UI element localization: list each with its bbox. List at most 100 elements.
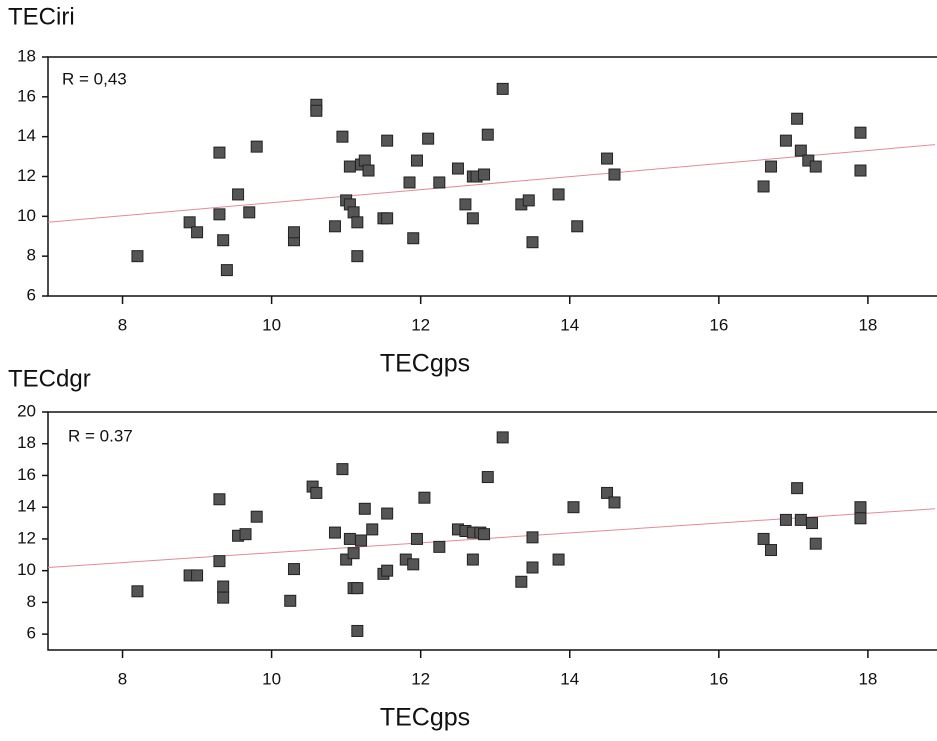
data-point xyxy=(328,526,341,539)
x-axis-title: TECgps xyxy=(380,704,470,732)
data-point xyxy=(422,132,435,145)
data-point xyxy=(608,496,621,509)
data-point xyxy=(466,553,479,566)
y-tick-label: 16 xyxy=(17,86,36,105)
data-point xyxy=(336,463,349,476)
data-point xyxy=(526,531,539,544)
data-point xyxy=(407,558,420,571)
annotation: R = 0.37 xyxy=(68,426,133,445)
y-tick-label: 12 xyxy=(17,166,36,185)
data-point xyxy=(355,534,368,547)
y-tick-label: 18 xyxy=(17,433,36,452)
x-tick-label: 8 xyxy=(118,669,127,688)
x-tick-label: 10 xyxy=(262,669,281,688)
data-point xyxy=(243,206,256,219)
y-tick-label: 18 xyxy=(17,46,36,65)
x-tick-label: 12 xyxy=(411,669,430,688)
x-tick-label: 14 xyxy=(560,669,579,688)
data-point xyxy=(854,501,867,514)
y-tick-label: 6 xyxy=(27,624,36,643)
data-point xyxy=(410,532,423,545)
data-point xyxy=(336,130,349,143)
data-point xyxy=(366,523,379,536)
data-point xyxy=(310,486,323,499)
data-point xyxy=(459,198,472,211)
data-point xyxy=(794,144,807,157)
data-point xyxy=(794,513,807,526)
trend-line xyxy=(47,144,936,223)
data-point xyxy=(481,128,494,141)
y-tick-label: 8 xyxy=(27,592,36,611)
data-point xyxy=(854,126,867,139)
data-point xyxy=(466,212,479,225)
data-point xyxy=(478,168,491,181)
data-point xyxy=(351,582,364,595)
data-point xyxy=(213,493,226,506)
data-point xyxy=(608,168,621,181)
data-point xyxy=(765,544,778,557)
data-point xyxy=(809,537,822,550)
data-point xyxy=(191,569,204,582)
y-tick-label: 12 xyxy=(17,528,36,547)
data-point xyxy=(407,232,420,245)
data-point xyxy=(757,532,770,545)
x-tick-label: 18 xyxy=(858,669,877,688)
data-point xyxy=(191,226,204,239)
data-point xyxy=(496,82,509,95)
data-point xyxy=(481,471,494,484)
data-point xyxy=(552,188,565,201)
data-point xyxy=(779,513,792,526)
data-point xyxy=(343,532,356,545)
data-point xyxy=(522,194,535,207)
data-point xyxy=(403,176,416,189)
data-point xyxy=(791,482,804,495)
annotation: R = 0,43 xyxy=(62,69,127,88)
chart-title: TECdgr xyxy=(8,365,91,392)
plot-frame xyxy=(47,56,937,297)
data-point xyxy=(232,188,245,201)
y-tick-label: 10 xyxy=(17,206,36,225)
data-point xyxy=(381,212,394,225)
y-tick-label: 20 xyxy=(17,401,36,420)
data-point xyxy=(601,486,614,499)
data-point xyxy=(131,250,144,263)
data-point xyxy=(526,236,539,249)
x-axis-title: TECgps xyxy=(380,350,470,378)
data-point xyxy=(381,507,394,520)
data-point xyxy=(552,553,565,566)
data-point xyxy=(496,431,509,444)
data-point xyxy=(358,154,371,167)
y-tick-label: 10 xyxy=(17,560,36,579)
data-point xyxy=(328,220,341,233)
data-point xyxy=(381,134,394,147)
y-tick-label: 16 xyxy=(17,465,36,484)
x-tick-label: 14 xyxy=(560,315,579,334)
data-point xyxy=(418,491,431,504)
data-point xyxy=(854,164,867,177)
data-point xyxy=(362,164,375,177)
data-point xyxy=(410,154,423,167)
data-point xyxy=(601,152,614,165)
data-point xyxy=(183,216,196,229)
x-tick-label: 16 xyxy=(709,669,728,688)
chart-title: TECiri xyxy=(8,3,75,30)
y-tick-label: 6 xyxy=(27,285,36,304)
data-point xyxy=(217,591,230,604)
y-tick-label: 14 xyxy=(17,497,36,516)
data-point xyxy=(809,160,822,173)
data-point xyxy=(213,555,226,568)
x-tick-label: 12 xyxy=(411,315,430,334)
data-point xyxy=(433,176,446,189)
data-point xyxy=(213,146,226,159)
data-point xyxy=(765,160,778,173)
data-point xyxy=(567,501,580,514)
data-point xyxy=(239,528,252,541)
y-tick-label: 14 xyxy=(17,126,36,145)
data-point xyxy=(451,162,464,175)
data-point xyxy=(526,561,539,574)
data-point xyxy=(284,594,297,607)
y-tick-label: 8 xyxy=(27,246,36,265)
data-point xyxy=(571,220,584,233)
